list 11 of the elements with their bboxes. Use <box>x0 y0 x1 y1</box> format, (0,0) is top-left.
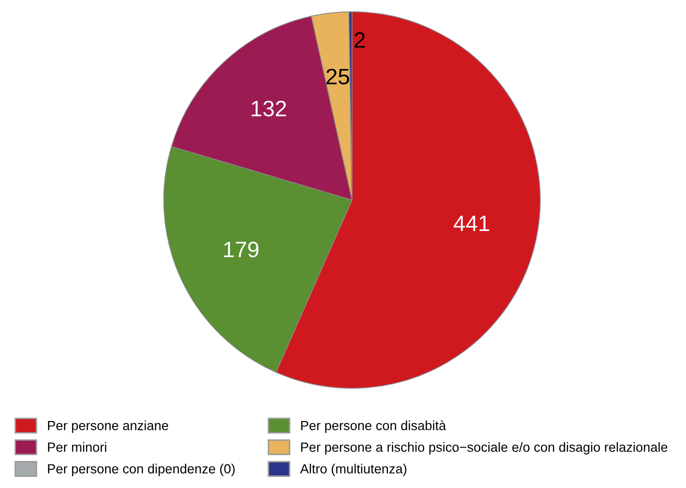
legend-label: Per persone con dipendenze (0) <box>48 464 235 476</box>
legend-label: Per persone a rischio psico−sociale e/o con disagio relazionale <box>301 442 668 454</box>
data-label: 441 <box>454 216 490 231</box>
data-label: 132 <box>252 100 286 116</box>
data-label: 25 <box>326 68 350 84</box>
legend-label: Per minori <box>48 442 106 452</box>
legend-label: Per persone anziane <box>48 420 168 433</box>
data-label: 2 <box>354 32 365 48</box>
legend-label: Per persone con disabità <box>301 420 446 433</box>
data-label: 179 <box>224 242 258 258</box>
legend-label: Altro (multiutenza) <box>300 464 406 476</box>
